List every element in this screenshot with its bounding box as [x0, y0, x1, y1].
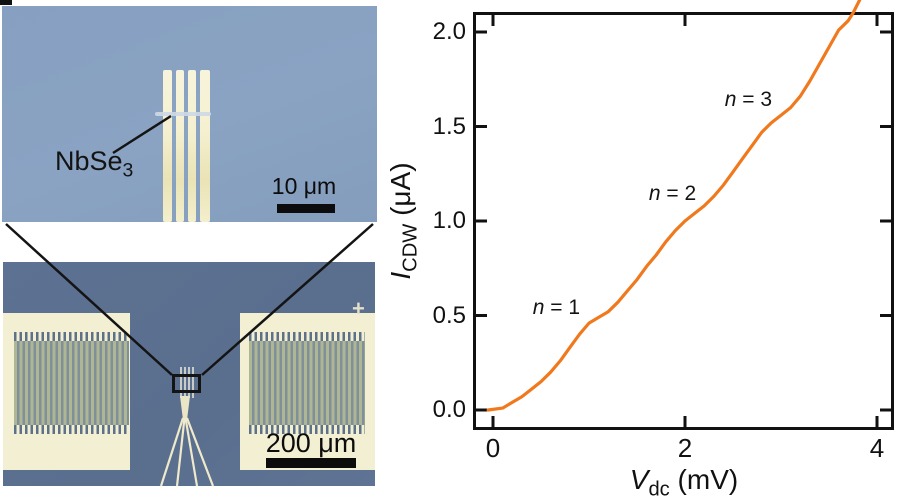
x-axis-subscript: dc [648, 478, 670, 501]
y-tick-label: 0.0 [432, 396, 466, 423]
electrode-finger [176, 70, 184, 222]
annotation-variable: n [724, 87, 737, 111]
device-electrode [184, 367, 186, 398]
electrode-finger [188, 70, 196, 222]
interdigitated-electrodes-left [14, 341, 129, 425]
scale-bar-200um [266, 458, 356, 468]
comb-teeth [249, 425, 365, 434]
interdigitated-electrodes-right [249, 341, 365, 425]
annotation-variable: n [532, 295, 545, 319]
annotation-value: = 3 [736, 87, 773, 111]
y-tick-label: 1.5 [432, 112, 466, 140]
comb-teeth [249, 332, 365, 341]
y-axis-label: ICDW (μA) [385, 111, 422, 331]
nbse3-label-text: NbSe [55, 146, 123, 176]
x-tick-label: 0 [485, 433, 501, 463]
y-axis-subscript: CDW [399, 223, 422, 272]
plot-frame [473, 12, 894, 430]
y-axis-symbol: I [385, 271, 416, 280]
annotation-value: = 1 [544, 295, 581, 319]
comb-teeth [14, 332, 129, 341]
y-tick-label: 2.0 [432, 18, 466, 45]
annotation-variable: n [648, 182, 661, 206]
x-tick-label: 4 [869, 433, 885, 463]
device-electrode [188, 367, 190, 398]
x-axis-label: Vdc (mV) [584, 464, 784, 502]
annotation-n1: n = 1 [511, 296, 601, 320]
top-micrograph-image: NbSe3 10 μm [2, 6, 377, 222]
x-tick-label: 2 [677, 433, 693, 463]
nbse3-label-subscript: 3 [122, 159, 134, 182]
alignment-cross-marker: + [352, 296, 365, 321]
scale-bar-label-10um: 10 μm [271, 173, 337, 199]
electrode-finger [163, 70, 172, 222]
y-tick-label: 1.0 [432, 207, 466, 234]
annotation-n3: n = 3 [703, 88, 793, 112]
scale-bar-label-200um: 200 μm [265, 428, 357, 458]
scale-bar-10um [277, 204, 335, 213]
x-axis-symbol: V [629, 464, 649, 495]
y-axis-unit: (μA) [385, 162, 416, 224]
y-tick-label: 0.5 [432, 301, 466, 329]
x-axis-unit: (mV) [669, 464, 739, 495]
device-electrode [180, 367, 182, 398]
device-electrode [192, 367, 194, 398]
zoom-region-box [172, 374, 201, 393]
nbse3-nanowire [155, 112, 211, 116]
figure-corner-mark [0, 0, 12, 5]
nbse3-label: NbSe3 [55, 146, 133, 182]
electrode-finger [200, 70, 210, 222]
annotation-n2: n = 2 [628, 182, 718, 206]
bottom-micrograph-image: + 200 μm [3, 262, 375, 486]
annotation-value: = 2 [660, 182, 697, 206]
comb-teeth [14, 425, 129, 434]
